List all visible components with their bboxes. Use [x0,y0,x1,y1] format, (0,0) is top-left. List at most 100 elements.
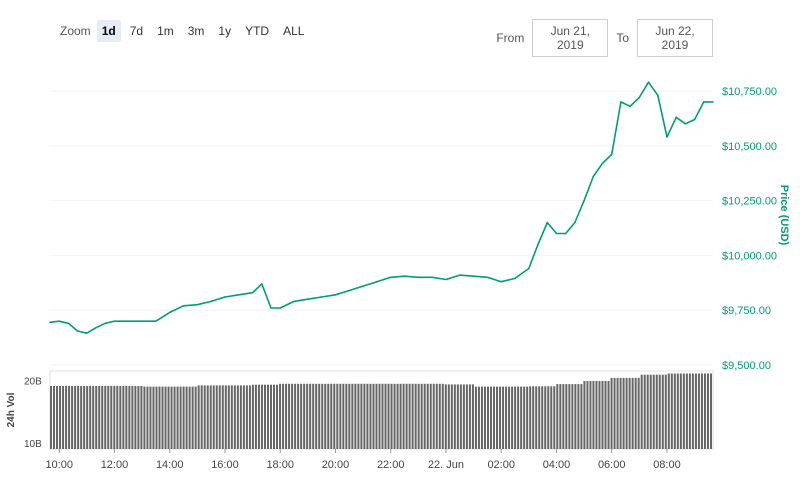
volume-bar [517,386,520,449]
price-point [362,285,364,287]
volume-bar [330,383,333,449]
price-point [629,105,631,108]
price-point [403,275,406,278]
volume-bar [601,381,604,449]
volume-bar [535,386,538,449]
volume-bar [565,384,568,449]
price-point [113,320,116,323]
to-date-input[interactable]: Jun 22, 2019 [637,19,713,57]
volume-bar [544,386,547,449]
volume-bar [257,384,260,449]
price-points [49,81,714,335]
volume-bar [598,381,601,449]
volume-bar [245,385,248,449]
volume-bar [393,383,396,449]
volume-bar [242,385,245,449]
zoom-7d-button[interactable]: 7d [129,24,144,38]
volume-bar [143,386,146,449]
volume-bar [125,386,128,449]
price-tick-label: $9,500.00 [722,360,771,372]
price-point [155,320,157,323]
volume-bar [354,383,357,449]
volume-bar [471,384,474,449]
volume-bar [188,386,191,449]
volume-bar [604,381,607,449]
price-point [583,199,585,202]
volume-bar [197,385,200,449]
price-point [238,294,240,296]
volume-bar [489,386,492,449]
volume-axis: 10B 20B [24,376,42,449]
volume-tick-label: 10B [24,439,42,450]
volume-bar [227,385,230,449]
price-point [95,326,97,329]
volume-bar [59,386,62,449]
volume-bar [634,377,637,449]
volume-bar [658,374,661,449]
volume-bar [297,383,300,449]
volume-bar [652,374,655,449]
volume-bar [260,384,263,449]
volume-bar [221,385,224,449]
volume-bar [206,385,209,449]
price-point [445,278,447,281]
price-point [638,96,641,99]
price-point [486,276,489,279]
volume-bar [673,373,676,449]
volume-bar [215,385,218,449]
zoom-all-button[interactable]: ALL [283,24,305,38]
time-tick-label: 08:00 [653,459,681,471]
volume-bar [53,386,56,449]
volume-bar [625,377,628,449]
price-point [168,311,171,314]
volume-bar [378,383,381,449]
volume-bar [616,377,619,449]
volume-bar [170,386,173,449]
zoom-1y-button[interactable]: 1y [218,24,232,38]
price-tick-label: $10,000.00 [722,250,777,262]
volume-bar [321,383,324,449]
volume-bar [80,386,83,449]
price-point [320,296,323,298]
volume-bar [236,385,239,449]
price-point [472,275,475,278]
price-point [376,280,378,283]
volume-bar [493,386,496,449]
volume-bar [182,386,185,449]
volume-bar [429,383,432,449]
volume-bar [622,377,625,449]
price-point [196,303,199,306]
volume-bar [110,386,113,449]
volume-bar [306,383,309,449]
from-date-input[interactable]: Jun 21, 2019 [532,19,609,57]
volume-bar [631,377,634,449]
volume-bar [453,384,456,449]
zoom-bar: Zoom 1d 7d 1m 3m 1y YTD ALL [60,19,313,43]
price-point [500,280,503,283]
volume-bar [155,386,158,449]
from-label: From [496,31,525,45]
volume-bar [399,383,402,449]
volume-bar [309,383,312,449]
volume-bar [134,386,137,449]
volume-bar [697,373,700,449]
volume-bar [203,385,206,449]
zoom-1m-button[interactable]: 1m [157,24,174,38]
zoom-1d-button[interactable]: 1d [96,20,121,42]
price-point [104,322,107,325]
price-axis: $9,500.00 $9,750.00 $10,000.00 $10,250.00 $1… [50,86,777,372]
volume-bar [414,383,417,449]
volume-bar [679,373,682,449]
volume-bar [649,374,652,449]
volume-bar [339,383,342,449]
price-point [528,267,530,270]
volume-bar [694,373,697,449]
zoom-3m-button[interactable]: 3m [187,24,205,38]
volume-bar [92,386,95,449]
date-range-selector: From Jun 21, 2019 To Jun 22, 2019 [488,19,713,57]
price-point [86,332,88,335]
volume-bar [137,386,140,449]
volume-bar [550,386,553,449]
zoom-ytd-button[interactable]: YTD [245,24,270,38]
